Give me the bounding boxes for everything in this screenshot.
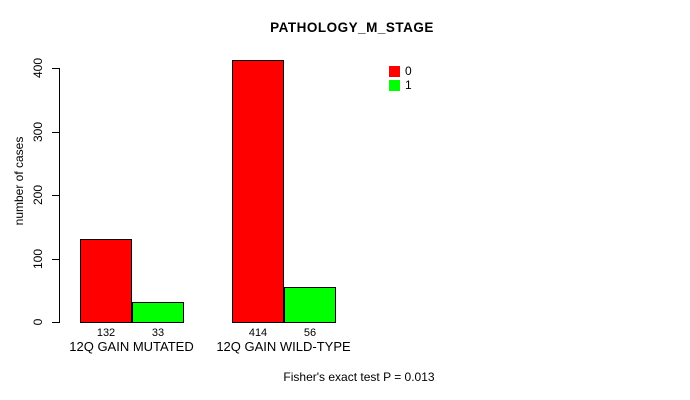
bar-value-label: 414 <box>248 327 268 339</box>
y-tick-label: 300 <box>31 121 45 143</box>
category-label: 12Q GAIN MUTATED <box>69 339 194 354</box>
legend-label: 1 <box>405 77 412 92</box>
y-axis-tick <box>52 68 59 69</box>
y-axis-tick <box>52 195 59 196</box>
y-tick-label: 0 <box>31 318 45 326</box>
y-axis-line <box>59 68 60 323</box>
y-tick-label: 100 <box>31 248 45 270</box>
y-axis-tick <box>52 132 59 133</box>
y-axis-title: number of cases <box>12 136 26 226</box>
bar-series1-group2 <box>284 287 336 323</box>
bar-series1-group1 <box>132 302 184 323</box>
bar-value-label: 33 <box>151 327 165 339</box>
legend-swatch-icon <box>389 79 400 91</box>
y-axis-tick <box>52 322 59 323</box>
category-label: 12Q GAIN WILD-TYPE <box>216 339 351 354</box>
legend-row: 0 <box>389 64 412 78</box>
bar-series0-group2 <box>232 60 284 323</box>
bar-value-label: 132 <box>96 327 116 339</box>
legend-row: 1 <box>389 78 412 92</box>
bar-value-label: 56 <box>303 327 317 339</box>
legend-swatch-icon <box>389 65 400 77</box>
chart-title: PATHOLOGY_M_STAGE <box>270 20 434 35</box>
y-axis-tick <box>52 259 59 260</box>
legend-label: 0 <box>405 63 412 78</box>
y-tick-label: 400 <box>31 57 45 79</box>
bar-series0-group1 <box>80 239 132 323</box>
y-tick-label: 200 <box>31 184 45 206</box>
fisher-test-annotation: Fisher's exact test P = 0.013 <box>283 370 435 384</box>
